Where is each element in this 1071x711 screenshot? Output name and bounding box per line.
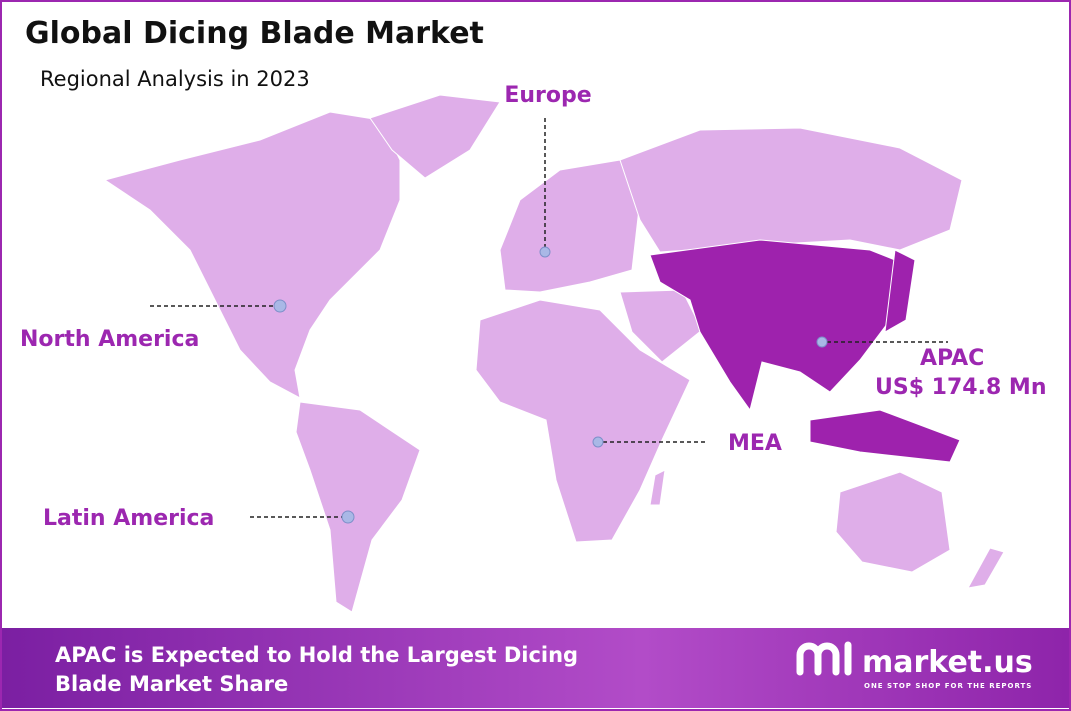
north-asia	[619, 127, 963, 253]
japan	[884, 249, 916, 333]
region-label: North America	[20, 327, 199, 352]
africa	[475, 299, 691, 543]
title: Global Dicing Blade Market	[25, 16, 484, 51]
region-callouts: Europe North America Latin America MEA A…	[20, 83, 1046, 531]
region-label: Europe	[504, 83, 591, 108]
region-label: Latin America	[43, 506, 214, 531]
footer-headline: Blade Market Share	[55, 672, 288, 696]
region-label: MEA	[728, 431, 782, 456]
europe	[499, 159, 641, 293]
madagascar	[649, 469, 666, 506]
north-america	[103, 111, 401, 399]
brand-logo: market.us ONE STOP SHOP FOR THE REPORTS	[796, 641, 1033, 690]
logo-mark	[796, 641, 852, 676]
middle-east	[619, 289, 703, 363]
indonesia	[809, 409, 961, 463]
footer-headline: APAC is Expected to Hold the Largest Dic…	[55, 643, 578, 667]
brand-name: market.us	[862, 645, 1033, 680]
region-label: APAC	[920, 346, 984, 371]
brand-tagline: ONE STOP SHOP FOR THE REPORTS	[864, 682, 1032, 690]
region-value: US$ 174.8 Mn	[875, 375, 1046, 400]
south-america	[295, 401, 421, 613]
marker	[341, 510, 355, 524]
new-zealand	[967, 547, 1005, 589]
footer-band	[2, 628, 1069, 708]
greenland	[369, 94, 501, 179]
subtitle: Regional Analysis in 2023	[40, 67, 310, 91]
world-map	[103, 94, 1005, 613]
apac-mainland	[649, 239, 901, 412]
marker	[273, 299, 287, 313]
australia	[835, 471, 951, 573]
marker	[592, 436, 604, 448]
marker	[816, 336, 828, 348]
marker	[539, 246, 551, 258]
